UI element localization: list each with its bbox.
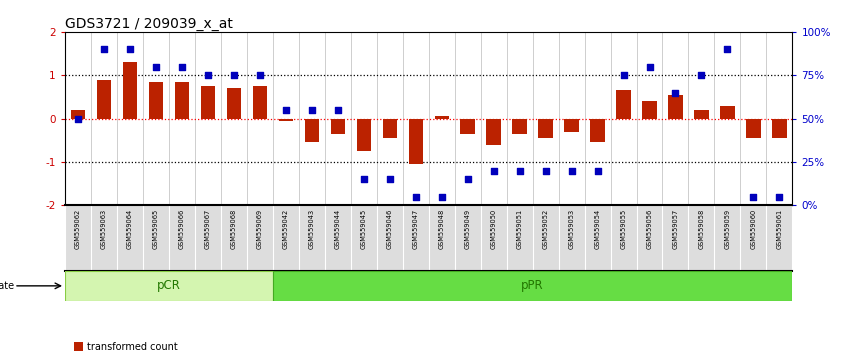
Text: GSM559047: GSM559047 — [413, 209, 418, 249]
Bar — [721, 105, 734, 119]
Bar — [273, 271, 792, 301]
Point — [746, 194, 760, 200]
Text: GSM559053: GSM559053 — [569, 209, 574, 249]
Point — [695, 73, 708, 78]
Bar — [487, 119, 501, 144]
Text: GSM559042: GSM559042 — [283, 209, 288, 249]
Bar — [461, 119, 475, 134]
Text: GSM559061: GSM559061 — [777, 209, 782, 249]
Text: GSM559068: GSM559068 — [231, 209, 236, 249]
Point — [97, 46, 111, 52]
Point — [487, 168, 501, 173]
Bar — [746, 119, 760, 138]
Text: GSM559064: GSM559064 — [127, 209, 132, 249]
Text: GSM559051: GSM559051 — [517, 209, 522, 249]
Text: GSM559050: GSM559050 — [491, 209, 496, 249]
Bar — [253, 86, 267, 119]
Text: GSM559058: GSM559058 — [699, 209, 704, 249]
Bar — [409, 119, 423, 164]
Point — [409, 194, 423, 200]
Bar — [591, 119, 604, 142]
Bar — [149, 82, 163, 119]
Text: GSM559069: GSM559069 — [257, 209, 262, 249]
Text: GSM559045: GSM559045 — [361, 209, 366, 249]
Bar — [513, 119, 527, 134]
Text: GSM559044: GSM559044 — [335, 209, 340, 249]
Text: pPR: pPR — [521, 279, 544, 292]
Text: GSM559052: GSM559052 — [543, 209, 548, 249]
Bar — [435, 116, 449, 119]
Bar — [65, 271, 273, 301]
Bar — [123, 62, 137, 119]
Point — [772, 194, 786, 200]
Point — [123, 46, 137, 52]
Text: GSM559059: GSM559059 — [725, 209, 730, 249]
Point — [149, 64, 163, 69]
Bar — [201, 86, 215, 119]
Point — [435, 194, 449, 200]
Point — [643, 64, 656, 69]
Bar — [565, 119, 578, 132]
Text: GSM559063: GSM559063 — [101, 209, 107, 249]
Point — [383, 176, 397, 182]
Text: GSM559067: GSM559067 — [205, 209, 210, 249]
Text: GSM559060: GSM559060 — [751, 209, 756, 249]
Text: disease state: disease state — [0, 281, 14, 291]
Bar — [539, 119, 553, 138]
Point — [539, 168, 553, 173]
Point — [305, 107, 319, 113]
Bar — [772, 119, 786, 138]
Text: GSM559048: GSM559048 — [439, 209, 444, 249]
Point — [617, 73, 630, 78]
Bar — [279, 119, 293, 121]
Point — [591, 168, 604, 173]
Text: GSM559066: GSM559066 — [179, 209, 184, 249]
Text: GSM559057: GSM559057 — [673, 209, 678, 249]
Text: GSM559056: GSM559056 — [647, 209, 652, 249]
Text: GSM559055: GSM559055 — [621, 209, 626, 249]
Point — [227, 73, 241, 78]
Text: GSM559062: GSM559062 — [75, 209, 81, 249]
Point — [331, 107, 345, 113]
Point — [513, 168, 527, 173]
Bar — [695, 110, 708, 119]
Bar — [97, 80, 111, 119]
Text: transformed count: transformed count — [87, 342, 178, 352]
Bar — [669, 95, 682, 119]
Bar — [383, 119, 397, 138]
Bar — [175, 82, 189, 119]
Point — [357, 176, 371, 182]
Text: GDS3721 / 209039_x_at: GDS3721 / 209039_x_at — [65, 17, 233, 31]
Point — [461, 176, 475, 182]
Bar — [643, 101, 656, 119]
Bar — [305, 119, 319, 142]
Point — [201, 73, 215, 78]
Bar — [617, 90, 630, 119]
Text: GSM559049: GSM559049 — [465, 209, 470, 249]
Point — [253, 73, 267, 78]
Text: GSM559046: GSM559046 — [387, 209, 392, 249]
Text: pCR: pCR — [157, 279, 181, 292]
Point — [71, 116, 85, 121]
Point — [669, 90, 682, 96]
Text: GSM559065: GSM559065 — [153, 209, 158, 249]
Bar — [331, 119, 345, 134]
Point — [175, 64, 189, 69]
Bar — [357, 119, 371, 151]
Point — [565, 168, 578, 173]
Text: GSM559054: GSM559054 — [595, 209, 600, 249]
Bar — [71, 110, 85, 119]
Text: GSM559043: GSM559043 — [309, 209, 314, 249]
Bar — [227, 88, 241, 119]
Point — [721, 46, 734, 52]
Point — [279, 107, 293, 113]
